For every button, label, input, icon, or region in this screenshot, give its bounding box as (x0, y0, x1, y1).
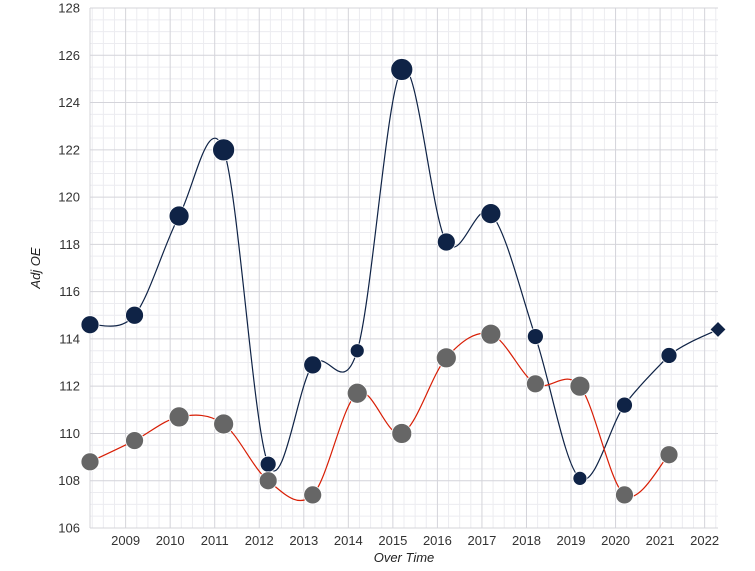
y-tick-label: 116 (59, 284, 80, 299)
series-0-line (89, 67, 670, 481)
series-0-point (526, 328, 544, 345)
series-2-point (213, 413, 235, 435)
series-0-point (572, 470, 588, 486)
y-tick-label: 108 (58, 473, 80, 488)
y-tick-label: 122 (58, 142, 80, 157)
y-tick-label: 128 (58, 1, 80, 16)
y-tick-label: 114 (59, 331, 80, 346)
minor-gridlines (90, 8, 718, 528)
y-tick-label: 124 (58, 95, 80, 110)
series-0-point (125, 305, 144, 325)
series-1-point (709, 320, 727, 339)
x-tick-label: 2009 (111, 533, 140, 548)
series-0-point (259, 455, 277, 473)
series-0-point (660, 347, 678, 364)
series-2-point (480, 323, 502, 345)
series-2-point (80, 452, 100, 472)
x-axis-title: Over Time (374, 550, 435, 565)
series-points (80, 58, 727, 505)
y-tick-label: 110 (59, 426, 80, 441)
x-tick-label: 2011 (201, 533, 229, 548)
series-0-point (349, 343, 365, 359)
series-0-point (480, 203, 502, 225)
y-tick-label: 120 (58, 190, 80, 205)
series-1-line (669, 328, 719, 357)
x-tick-label: 2017 (467, 533, 496, 548)
series-0-point (212, 138, 236, 162)
series-0-point (390, 58, 414, 81)
x-axis-tick-labels: 2009 2010 2011 2012 2013 2014 2015 2016 2017 2018… (111, 533, 719, 548)
x-tick-label: 2016 (423, 533, 452, 548)
series-0-point (436, 232, 456, 252)
x-tick-label: 2014 (334, 533, 363, 548)
x-tick-label: 2018 (512, 533, 541, 548)
y-axis-tick-labels: 106 108 110 112 114 116 118 120 122 124 126 128 (58, 1, 80, 536)
x-tick-label: 2019 (557, 533, 586, 548)
x-tick-label: 2012 (245, 533, 274, 548)
series-2-point (435, 347, 457, 369)
series-0-point (80, 315, 100, 335)
series-2-point (258, 471, 278, 491)
x-tick-label: 2010 (156, 533, 185, 548)
x-tick-label: 2013 (289, 533, 318, 548)
series-2-point (659, 445, 679, 465)
x-tick-label: 2015 (378, 533, 407, 548)
series-0-point (616, 396, 633, 414)
series-2-point (168, 406, 190, 428)
series-2-point (125, 431, 144, 450)
series-2-point (525, 374, 545, 394)
series-2-point (615, 485, 634, 505)
y-tick-label: 106 (58, 521, 80, 536)
y-axis-title: Adj OE (28, 247, 43, 290)
series-2-point (391, 423, 413, 444)
x-tick-label: 2020 (601, 533, 630, 548)
series-2-point (303, 485, 323, 505)
y-tick-label: 112 (59, 379, 80, 394)
y-tick-label: 118 (59, 237, 80, 252)
x-tick-label: 2021 (646, 533, 675, 548)
series-2-point (569, 375, 591, 397)
series-0-point (303, 355, 323, 375)
series-2-point (346, 382, 368, 404)
y-tick-label: 126 (58, 48, 80, 63)
series-0-point (168, 205, 190, 227)
x-tick-label: 2022 (690, 533, 719, 548)
major-gridlines (89, 7, 718, 529)
